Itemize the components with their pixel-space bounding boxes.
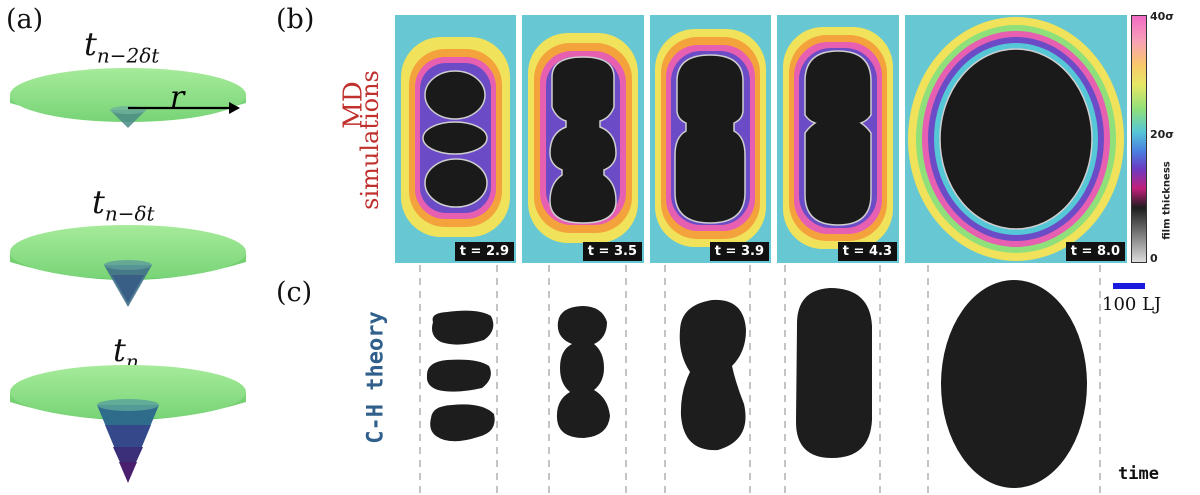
ch-shape-1-top: [432, 310, 494, 345]
ch-shape-1-bottom: [430, 404, 495, 442]
time-badge-1: t = 2.9: [454, 242, 514, 261]
colorbar-tick-20: 20σ: [1150, 128, 1174, 141]
scale-bar: [1113, 283, 1145, 289]
time-badge-2: t = 3.5: [582, 242, 642, 261]
time-badge-5: t = 8.0: [1065, 242, 1125, 261]
cone-disk-3: [10, 365, 246, 483]
cone-time-label-1: tn−2δt: [84, 25, 160, 68]
ch-shape-3: [679, 299, 746, 451]
radius-arrow: [128, 102, 240, 114]
colorbar-tick-0: 0: [1150, 252, 1158, 265]
simulation-snapshot-1: t = 2.9: [395, 15, 516, 263]
panel-label-b: (b): [276, 4, 315, 35]
simulation-snapshot-4: t = 4.3: [777, 15, 899, 263]
scale-bar-label: 100 LJ: [1102, 294, 1162, 315]
cone-time-label-2: tn−δt: [92, 183, 155, 226]
cone-illustrations: [10, 68, 246, 483]
panel-label-a: (a): [6, 4, 44, 35]
cone-disk-2: [10, 225, 246, 307]
simulation-snapshot-5: t = 8.0: [905, 15, 1127, 263]
simulation-snapshot-2: t = 3.5: [522, 15, 644, 263]
colorbar: [1131, 15, 1147, 263]
ch-shape-2: [556, 306, 610, 438]
cone-disk-1: [10, 68, 246, 128]
time-badge-4: t = 4.3: [837, 242, 897, 261]
simulation-snapshot-3: t = 3.9: [650, 15, 771, 263]
colorbar-tick-40: 40σ: [1150, 10, 1174, 23]
time-axis-label: time: [1118, 464, 1159, 484]
ch-shape-4: [796, 288, 872, 458]
panel-label-c: (c): [276, 277, 313, 308]
radius-label: r: [170, 80, 185, 115]
time-badge-3: t = 3.9: [709, 242, 769, 261]
ch-shape-5: [941, 280, 1087, 488]
ch-shape-1-middle: [426, 359, 491, 392]
